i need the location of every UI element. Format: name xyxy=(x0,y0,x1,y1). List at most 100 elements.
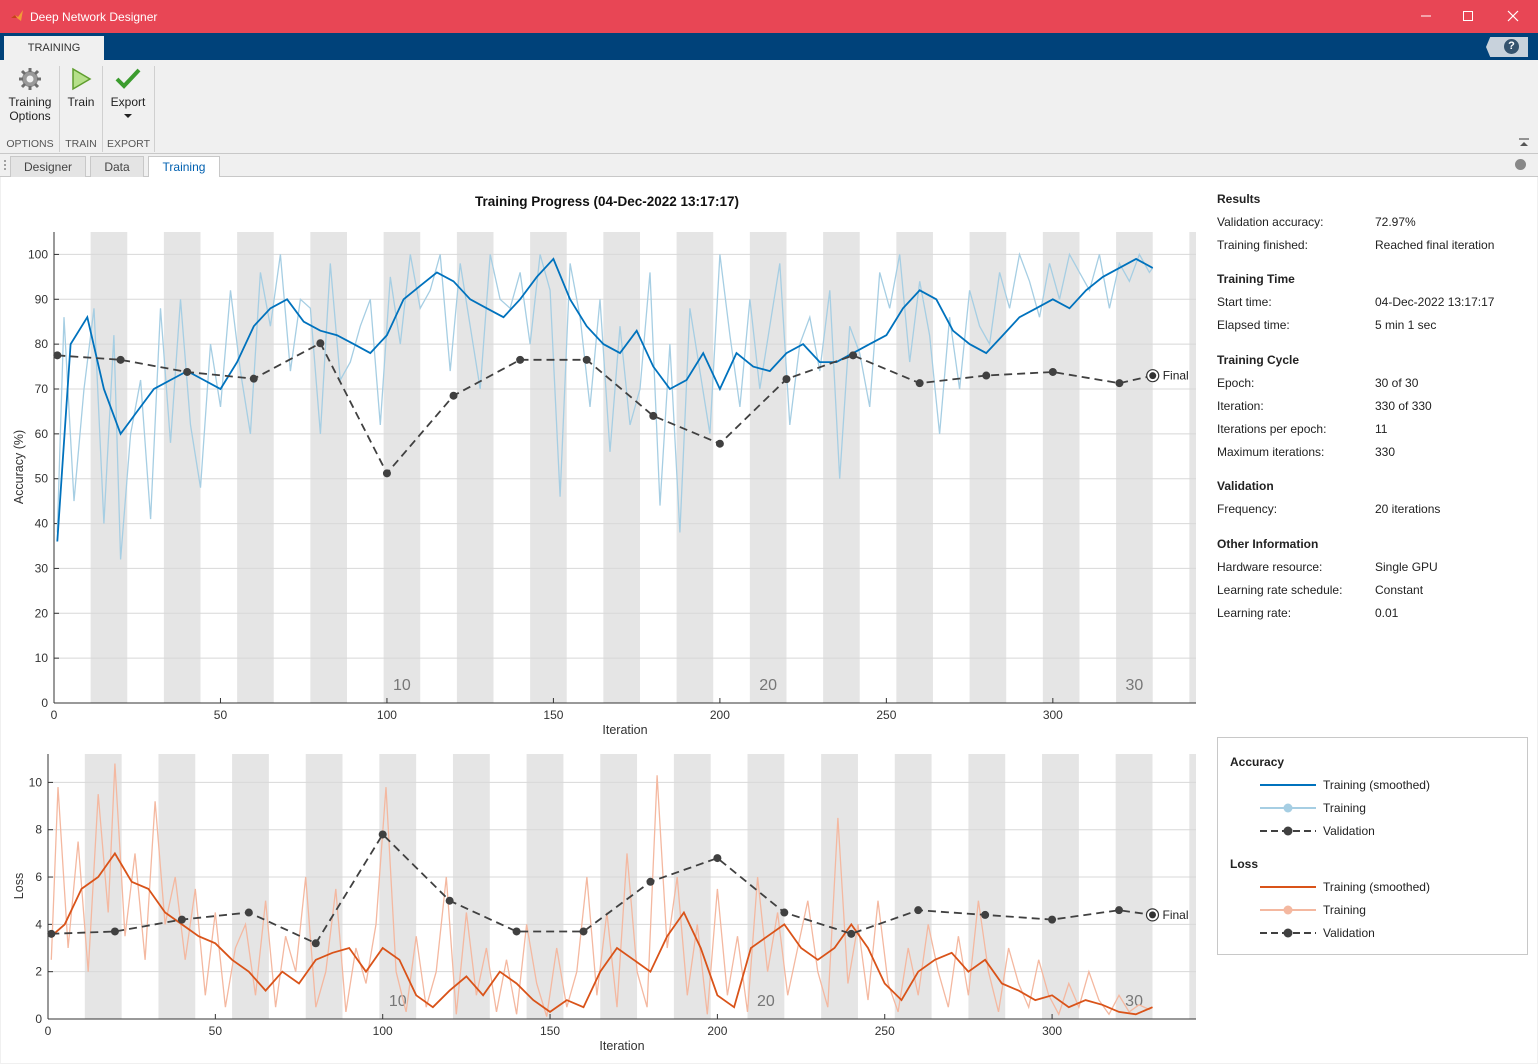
accuracy-validation-point xyxy=(116,355,125,364)
accuracy-epoch-band xyxy=(1116,232,1153,703)
legend-label: Training xyxy=(1323,801,1366,815)
accuracy-validation-point xyxy=(715,439,724,448)
info-key: Maximum iterations: xyxy=(1217,445,1325,459)
results-heading: Results xyxy=(1217,192,1261,206)
ribbon-tab-strip: TRAINING ? xyxy=(0,33,1538,60)
loss-epoch-band xyxy=(673,754,711,1019)
matlab-logo-icon xyxy=(11,10,23,21)
accuracy-series-training xyxy=(56,251,1154,560)
accuracy-xtick-label: 300 xyxy=(1043,708,1063,722)
accuracy-epoch-band xyxy=(749,232,787,703)
accuracy-ytick-label: 60 xyxy=(35,427,49,441)
accuracy-epoch-band xyxy=(1042,232,1080,703)
window-title: Deep Network Designer xyxy=(30,10,158,24)
accuracy-epoch-band xyxy=(90,232,128,703)
training-plots: Training Progress (04-Dec-2022 13:17:17)… xyxy=(12,194,1196,1053)
lr-schedule-value: Constant xyxy=(1375,583,1424,597)
accuracy-ytick-label: 90 xyxy=(35,292,49,306)
accuracy-validation-point xyxy=(249,374,258,383)
info-key: Hardware resource: xyxy=(1217,560,1323,574)
loss-series-training-smoothed xyxy=(50,851,1153,1016)
accuracy-validation-point xyxy=(849,351,858,360)
loss-xtick-label: 50 xyxy=(209,1024,223,1038)
close-button[interactable] xyxy=(1503,6,1523,26)
loss-validation-point xyxy=(47,929,56,938)
accuracy-validation-point xyxy=(449,391,458,400)
loss-xtick-label: 200 xyxy=(707,1024,727,1038)
loss-validation-point xyxy=(914,906,923,915)
loss-validation-point xyxy=(445,896,454,905)
group-separator xyxy=(154,66,155,152)
loss-xlabel: Iteration xyxy=(599,1039,644,1053)
accuracy-xtick-label: 150 xyxy=(543,708,563,722)
loss-series-training xyxy=(50,763,1153,1017)
accuracy-validation-point xyxy=(582,355,591,364)
loss-ytick-label: 8 xyxy=(35,823,42,837)
legend-label: Training (smoothed) xyxy=(1323,778,1430,792)
loss-epoch-label: 20 xyxy=(757,993,775,1010)
loss-epoch-band xyxy=(305,754,343,1019)
loss-validation-point xyxy=(981,910,990,919)
plot-title: Training Progress (04-Dec-2022 13:17:17) xyxy=(475,194,739,209)
training-options-button[interactable]: Training Options xyxy=(5,66,55,123)
help-icon: ? xyxy=(1504,39,1519,54)
loss-validation-point xyxy=(847,929,856,938)
training-time-heading: Training Time xyxy=(1217,272,1295,286)
loss-validation-point xyxy=(646,877,655,886)
accuracy-xlabel: Iteration xyxy=(602,723,647,737)
export-button[interactable]: Export xyxy=(105,66,151,123)
start-time-value: 04-Dec-2022 13:17:17 xyxy=(1375,295,1495,309)
loss-ytick-label: 2 xyxy=(35,965,42,979)
accuracy-validation-point xyxy=(915,379,924,388)
validation-heading: Validation xyxy=(1217,479,1274,493)
tab-training[interactable]: Training xyxy=(148,156,220,178)
group-label-train: TRAIN xyxy=(65,138,97,150)
loss-epoch-band xyxy=(894,754,932,1019)
loss-xtick-label: 300 xyxy=(1042,1024,1062,1038)
maximize-button[interactable] xyxy=(1458,6,1478,26)
legend-swatch-accuracy-validation xyxy=(1260,826,1316,836)
accuracy-epoch-band xyxy=(1189,232,1196,703)
accuracy-ytick-label: 50 xyxy=(35,472,49,486)
info-key: Frequency: xyxy=(1217,502,1278,516)
plot-legend: Accuracy Training (smoothed) Training Va… xyxy=(1217,737,1528,955)
info-key: Iteration: xyxy=(1217,399,1264,413)
tab-menu-icon[interactable] xyxy=(1515,159,1526,170)
tab-designer[interactable]: Designer xyxy=(10,156,86,177)
accuracy-ytick-label: 70 xyxy=(35,382,49,396)
loss-ytick-label: 0 xyxy=(35,1012,42,1026)
loss-validation-point xyxy=(579,927,588,936)
loss-series-validation xyxy=(51,832,1153,945)
help-button[interactable]: ? xyxy=(1486,37,1528,57)
loss-epoch-band xyxy=(1042,754,1079,1019)
train-button[interactable]: Train xyxy=(62,66,100,109)
loss-epoch-band xyxy=(452,754,490,1019)
drag-handle-icon xyxy=(4,160,6,170)
legend-swatch-accuracy-smoothed xyxy=(1260,784,1316,786)
info-key: Learning rate: xyxy=(1217,606,1292,620)
collapse-toolstrip-icon[interactable] xyxy=(1518,138,1530,148)
minimize-icon xyxy=(1421,15,1431,17)
training-options-label-2: Options xyxy=(9,109,51,123)
accuracy-ytick-label: 0 xyxy=(41,696,48,710)
info-key: Validation accuracy: xyxy=(1217,215,1324,229)
loss-epoch-band xyxy=(968,754,1006,1019)
accuracy-xtick-label: 50 xyxy=(214,708,228,722)
legend-heading-loss: Loss xyxy=(1230,857,1259,871)
group-label-options: OPTIONS xyxy=(6,138,54,150)
ribbon-tab-training[interactable]: TRAINING xyxy=(4,36,104,60)
loss-validation-point xyxy=(311,939,320,948)
accuracy-ytick-label: 10 xyxy=(35,651,49,665)
group-separator xyxy=(59,66,60,152)
accuracy-axes: 0 10 20 30 40 50 60 70 80 90 100 0 50 100 150 200 250 300… xyxy=(12,232,1196,737)
accuracy-validation-point xyxy=(183,367,192,376)
minimize-button[interactable] xyxy=(1416,6,1436,26)
accuracy-final-label: Final xyxy=(1163,369,1189,383)
loss-ytick-label: 4 xyxy=(35,917,42,931)
tab-data[interactable]: Data xyxy=(90,156,144,177)
learning-rate-value: 0.01 xyxy=(1375,606,1399,620)
training-cycle-heading: Training Cycle xyxy=(1217,353,1300,367)
loss-validation-point xyxy=(1048,915,1057,924)
loss-epoch-band xyxy=(1189,754,1196,1019)
accuracy-xtick-label: 250 xyxy=(876,708,896,722)
